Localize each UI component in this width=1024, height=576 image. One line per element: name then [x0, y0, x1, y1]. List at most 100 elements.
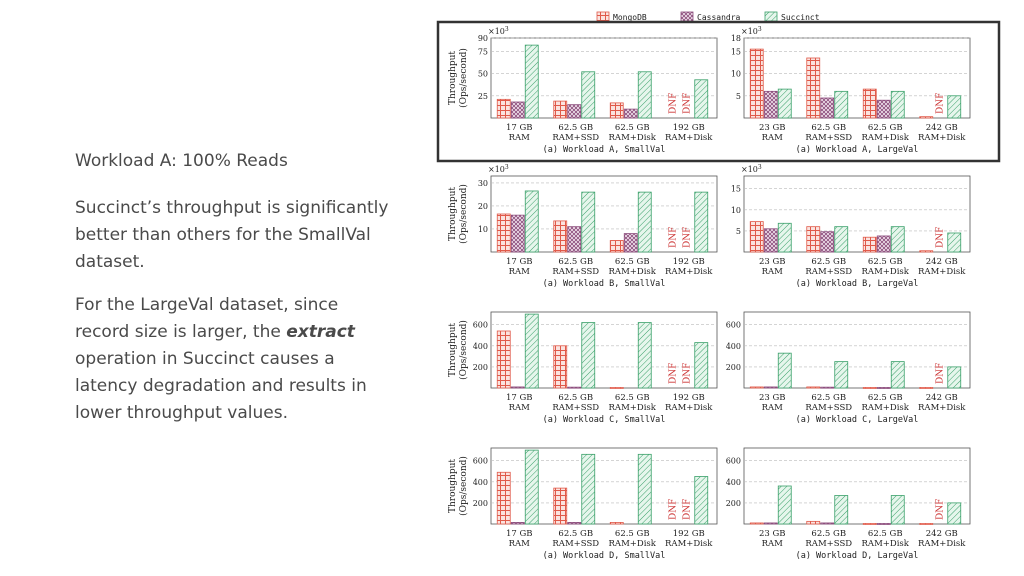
- axis-exponent: 3: [505, 164, 509, 171]
- legend-swatch-succinct: [764, 11, 778, 22]
- x-tick-sublabel: RAM: [762, 403, 784, 413]
- dnf-label: DNF: [682, 499, 692, 520]
- x-tick-label: 62.5 GB: [811, 123, 846, 133]
- y-tick-label: 90: [478, 34, 488, 43]
- bar-mongodb: [862, 387, 877, 389]
- bar-cassandra: [510, 101, 525, 119]
- bar-succinct: [777, 88, 792, 119]
- axis-exponent: 3: [505, 26, 509, 33]
- dnf-label: DNF: [682, 363, 692, 384]
- x-tick-label: 62.5 GB: [868, 529, 903, 539]
- x-tick-label: 192 GB: [673, 393, 705, 403]
- y-axis-label: Throughput(Ops/second): [448, 48, 469, 108]
- para2-before: For the LargeVal dataset, since record s…: [75, 295, 339, 342]
- x-tick-label: 62.5 GB: [615, 393, 650, 403]
- x-tick-label: 62.5 GB: [615, 529, 650, 539]
- bar-mongodb: [919, 250, 934, 253]
- dnf-label: DNF: [682, 93, 692, 114]
- axis-multiplier: ×103: [488, 26, 509, 36]
- x-tick-sublabel: RAM+Disk: [665, 539, 713, 549]
- bar-mongodb: [749, 48, 764, 119]
- bar-mongodb: [862, 236, 877, 253]
- bar-mongodb: [919, 116, 934, 119]
- bar-mongodb: [862, 523, 877, 525]
- x-tick-sublabel: RAM+Disk: [609, 133, 657, 143]
- chart-caption: (a) Workload A, LargeVal: [796, 145, 919, 155]
- bar-mongodb: [609, 102, 624, 119]
- axis-multiplier: ×103: [741, 164, 762, 174]
- x-tick-label: 62.5 GB: [868, 257, 903, 267]
- bar-mongodb: [496, 213, 511, 253]
- bar-succinct: [834, 90, 849, 119]
- x-tick-sublabel: RAM+SSD: [552, 133, 599, 143]
- bar-cassandra: [623, 233, 638, 253]
- x-tick-label: 62.5 GB: [558, 393, 593, 403]
- x-tick-label: 17 GB: [506, 257, 533, 267]
- y-tick-label: 600: [726, 321, 741, 330]
- x-tick-sublabel: RAM: [509, 403, 531, 413]
- axis-exponent: 3: [758, 26, 762, 33]
- x-tick-label: 23 GB: [759, 123, 786, 133]
- x-tick-label: 62.5 GB: [811, 529, 846, 539]
- x-tick-sublabel: RAM: [762, 267, 784, 277]
- slide-text: Workload A: 100% Reads Succinct’s throug…: [75, 148, 395, 443]
- x-tick-sublabel: RAM+Disk: [665, 403, 713, 413]
- x-tick-sublabel: RAM+Disk: [862, 133, 910, 143]
- bar-succinct: [524, 449, 539, 525]
- bar-mongodb: [609, 387, 624, 389]
- x-tick-sublabel: RAM: [509, 267, 531, 277]
- bar-succinct: [637, 322, 652, 389]
- bar-cassandra: [763, 90, 778, 119]
- y-axis-label: Throughput(Ops/second): [448, 184, 469, 244]
- bar-cassandra: [763, 228, 778, 253]
- bar-succinct: [694, 476, 709, 525]
- x-tick-sublabel: RAM+Disk: [862, 539, 910, 549]
- x-tick-label: 17 GB: [506, 123, 533, 133]
- bar-cassandra: [876, 523, 891, 525]
- bar-mongodb: [749, 221, 764, 253]
- bar-mongodb: [806, 57, 821, 119]
- x-tick-label: 192 GB: [673, 123, 705, 133]
- y-tick-label: 400: [726, 478, 741, 487]
- chart-caption: (a) Workload C, SmallVal: [543, 415, 666, 425]
- dnf-label: DNF: [668, 93, 678, 114]
- x-tick-sublabel: RAM+Disk: [665, 267, 713, 277]
- bar-cassandra: [510, 386, 525, 389]
- bar-succinct: [524, 313, 539, 389]
- bar-cassandra: [567, 522, 582, 525]
- dnf-label: DNF: [682, 227, 692, 248]
- slide-heading: Workload A: 100% Reads: [75, 151, 288, 171]
- bar-cassandra: [876, 235, 891, 253]
- bar-succinct: [524, 44, 539, 119]
- bar-mongodb: [496, 471, 511, 525]
- x-tick-label: 62.5 GB: [558, 123, 593, 133]
- x-tick-label: 192 GB: [673, 257, 705, 267]
- x-tick-sublabel: RAM: [762, 539, 784, 549]
- chart-legend: MongoDB Cassandra Succinct: [596, 11, 820, 22]
- bar-mongodb: [806, 226, 821, 253]
- y-tick-label: 200: [473, 499, 488, 508]
- y-tick-label: 30: [478, 179, 488, 188]
- bar-succinct: [890, 361, 905, 389]
- y-tick-label: 600: [473, 457, 488, 466]
- bar-succinct: [947, 95, 962, 119]
- bar-succinct: [581, 71, 596, 119]
- chart-caption: (a) Workload A, SmallVal: [543, 145, 666, 155]
- x-tick-label: 62.5 GB: [558, 257, 593, 267]
- x-tick-sublabel: RAM: [509, 133, 531, 143]
- y-tick-label: 10: [731, 206, 741, 215]
- dnf-label: DNF: [935, 499, 945, 520]
- x-tick-label: 62.5 GB: [615, 257, 650, 267]
- bar-cassandra: [510, 522, 525, 525]
- bar-succinct: [947, 502, 962, 525]
- x-tick-label: 62.5 GB: [558, 529, 593, 539]
- x-tick-label: 62.5 GB: [868, 123, 903, 133]
- bar-succinct: [890, 90, 905, 119]
- axis-exponent: 3: [758, 164, 762, 171]
- y-tick-label: 400: [473, 478, 488, 487]
- axis-multiplier: ×103: [488, 164, 509, 174]
- bar-succinct: [777, 485, 792, 525]
